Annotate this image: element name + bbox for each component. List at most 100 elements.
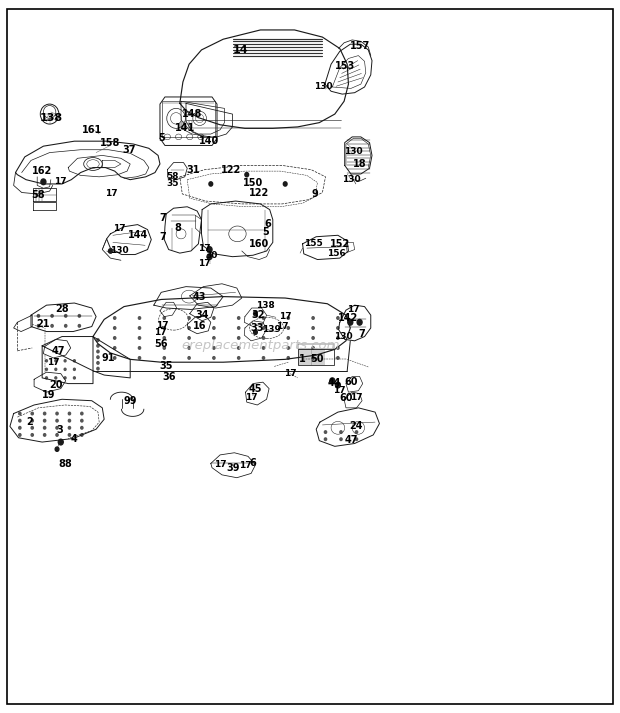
Circle shape	[55, 377, 57, 379]
Text: 156: 156	[327, 249, 345, 257]
Circle shape	[64, 324, 67, 327]
Text: 47: 47	[51, 346, 65, 356]
Circle shape	[163, 337, 166, 339]
Text: 160: 160	[249, 239, 269, 249]
Circle shape	[337, 317, 339, 319]
Circle shape	[340, 431, 342, 434]
Text: 47: 47	[344, 435, 358, 445]
Text: 6: 6	[250, 458, 256, 468]
Circle shape	[56, 412, 58, 415]
Circle shape	[37, 314, 40, 317]
Text: 5: 5	[262, 227, 268, 237]
Text: 122: 122	[221, 165, 241, 175]
Text: 141: 141	[175, 123, 195, 133]
Circle shape	[254, 330, 257, 334]
Circle shape	[97, 344, 99, 347]
Text: 158: 158	[100, 138, 120, 148]
Text: 60: 60	[344, 377, 358, 387]
Text: 17: 17	[154, 328, 166, 337]
Text: 150: 150	[243, 178, 263, 188]
Text: 17: 17	[277, 322, 289, 331]
Text: 28: 28	[55, 304, 69, 314]
Text: 43: 43	[193, 292, 206, 302]
Text: 130: 130	[342, 175, 360, 184]
Text: 17: 17	[350, 394, 362, 402]
Text: 1: 1	[299, 354, 306, 364]
Text: 21: 21	[37, 319, 50, 329]
Circle shape	[340, 438, 342, 441]
Circle shape	[78, 324, 81, 327]
Text: 161: 161	[82, 125, 102, 135]
Text: ereplacementparts.com: ereplacementparts.com	[181, 339, 340, 352]
Circle shape	[81, 434, 83, 436]
Text: 17: 17	[347, 305, 360, 314]
Circle shape	[97, 356, 99, 359]
Text: 148: 148	[182, 109, 202, 119]
Text: 140: 140	[200, 136, 219, 146]
Circle shape	[19, 426, 21, 429]
Text: 130: 130	[314, 83, 333, 91]
Circle shape	[138, 327, 141, 329]
Circle shape	[237, 356, 240, 359]
Text: 155: 155	[304, 240, 323, 248]
Circle shape	[188, 317, 190, 319]
Circle shape	[73, 368, 76, 371]
Text: 17: 17	[284, 369, 296, 378]
Circle shape	[97, 339, 99, 342]
Text: 3: 3	[56, 425, 63, 435]
Text: 17: 17	[55, 178, 67, 186]
Text: 20: 20	[49, 380, 63, 390]
Text: 50: 50	[311, 354, 324, 364]
Circle shape	[19, 419, 21, 422]
Text: 88: 88	[59, 459, 73, 469]
Circle shape	[68, 412, 71, 415]
Text: 36: 36	[162, 372, 175, 382]
Circle shape	[97, 361, 99, 364]
Circle shape	[237, 317, 240, 319]
Circle shape	[355, 438, 358, 441]
Text: 130: 130	[110, 247, 128, 255]
Text: 9: 9	[312, 189, 318, 199]
Circle shape	[337, 347, 339, 349]
Circle shape	[51, 314, 53, 317]
Circle shape	[46, 359, 47, 362]
Text: 24: 24	[349, 421, 363, 431]
Circle shape	[237, 347, 240, 349]
Circle shape	[262, 317, 265, 319]
Text: 31: 31	[187, 165, 200, 175]
Circle shape	[31, 419, 33, 422]
Circle shape	[56, 434, 58, 436]
Text: 138: 138	[256, 301, 275, 309]
Circle shape	[138, 347, 141, 349]
Text: 153: 153	[335, 61, 355, 71]
Circle shape	[113, 356, 116, 359]
Bar	[298, 349, 334, 365]
Text: 32: 32	[251, 310, 265, 320]
Circle shape	[287, 347, 290, 349]
Circle shape	[73, 359, 76, 362]
Text: 45: 45	[249, 384, 262, 394]
Circle shape	[207, 247, 212, 252]
Text: 5: 5	[158, 133, 164, 143]
Text: 162: 162	[32, 166, 52, 176]
Text: 152: 152	[330, 239, 350, 249]
Circle shape	[262, 337, 265, 339]
Circle shape	[254, 312, 257, 316]
Circle shape	[56, 426, 58, 429]
Text: 91: 91	[102, 353, 115, 363]
Text: 7: 7	[159, 232, 166, 242]
Text: 122: 122	[249, 188, 269, 198]
Bar	[298, 344, 334, 349]
Text: 130: 130	[334, 332, 353, 341]
Circle shape	[237, 327, 240, 329]
Text: 138: 138	[39, 113, 63, 123]
Circle shape	[68, 434, 71, 436]
Text: 17: 17	[105, 190, 118, 198]
Circle shape	[31, 412, 33, 415]
Circle shape	[64, 314, 67, 317]
Text: 2: 2	[26, 417, 32, 427]
Circle shape	[46, 377, 47, 379]
Text: 139: 139	[262, 325, 281, 334]
Circle shape	[283, 182, 287, 186]
Circle shape	[113, 337, 116, 339]
